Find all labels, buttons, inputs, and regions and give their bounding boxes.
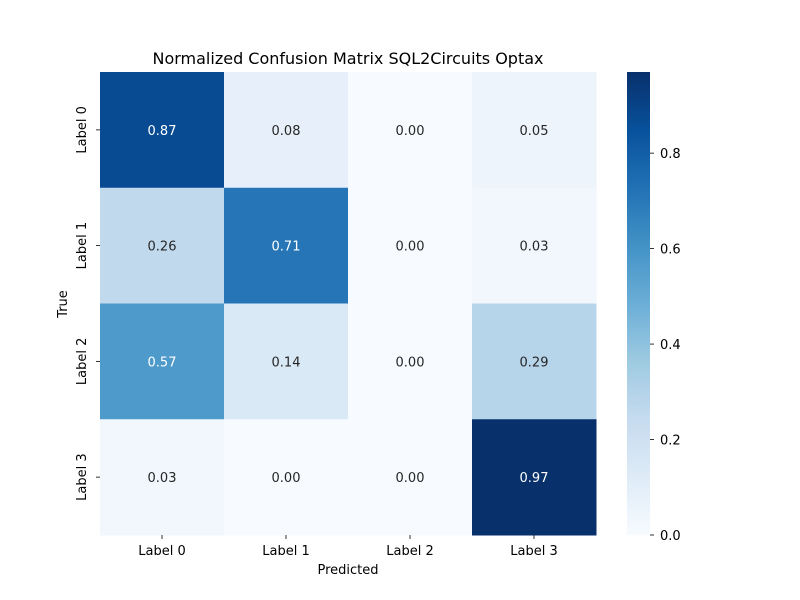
- cell-value-label: 0.03: [148, 471, 177, 486]
- heatmap-cell-labels: 0.87 0.08 0.00 0.05 0.26 0.71 0.00 0.03 0.57 0.14…: [148, 124, 549, 486]
- cell-value-label: 0.00: [272, 471, 301, 486]
- cell-value-label: 0.14: [272, 355, 301, 370]
- y-axis-label: True: [56, 290, 71, 319]
- heatmap-cell: [224, 303, 349, 420]
- y-tick-label: Label 0: [75, 106, 90, 153]
- cell-value-label: 0.00: [396, 124, 425, 139]
- y-axis: Label 0 Label 1 Label 2 Label 3: [75, 106, 100, 501]
- heatmap-cell: [348, 419, 473, 536]
- cell-value-label: 0.87: [148, 124, 177, 139]
- heatmap-cells: [100, 72, 597, 536]
- heatmap-cell: [348, 72, 473, 189]
- heatmap-cell: [100, 72, 225, 189]
- y-tick-label: Label 3: [75, 453, 90, 500]
- x-tick-label: Label 0: [138, 544, 185, 559]
- cell-value-label: 0.00: [396, 355, 425, 370]
- heatmap-cell: [472, 72, 597, 189]
- cell-value-label: 0.03: [520, 240, 549, 255]
- heatmap-cell: [100, 187, 225, 304]
- cell-value-label: 0.05: [520, 124, 549, 139]
- colorbar-tick-label: 0.8: [660, 147, 681, 162]
- x-axis-label: Predicted: [317, 563, 378, 578]
- heatmap-cell: [348, 187, 473, 304]
- cell-value-label: 0.08: [272, 124, 301, 139]
- heatmap-cell: [224, 72, 349, 189]
- colorbar-tick-label: 0.0: [660, 529, 681, 544]
- heatmap-cell: [224, 419, 349, 536]
- cell-value-label: 0.71: [272, 240, 301, 255]
- chart-title: Normalized Confusion Matrix SQL2Circuits…: [152, 49, 543, 68]
- cell-value-label: 0.26: [148, 240, 177, 255]
- heatmap-cell: [348, 303, 473, 420]
- colorbar-tick-label: 0.4: [660, 338, 681, 353]
- heatmap-cell: [472, 419, 597, 536]
- cell-value-label: 0.00: [396, 471, 425, 486]
- x-tick-label: Label 3: [510, 544, 557, 559]
- x-tick-label: Label 1: [262, 544, 309, 559]
- colorbar-ticks: 0.0 0.2 0.4 0.6 0.8: [650, 147, 681, 544]
- heatmap-cell: [472, 187, 597, 304]
- heatmap-cell: [100, 419, 225, 536]
- cell-value-label: 0.57: [148, 355, 177, 370]
- colorbar-tick-label: 0.6: [660, 243, 681, 258]
- y-tick-label: Label 2: [75, 338, 90, 385]
- colorbar: [627, 72, 650, 535]
- cell-value-label: 0.29: [520, 355, 549, 370]
- heatmap-cell: [224, 187, 349, 304]
- heatmap-cell: [472, 303, 597, 420]
- colorbar-tick-label: 0.2: [660, 434, 681, 449]
- heatmap-cell: [100, 303, 225, 420]
- x-tick-label: Label 2: [386, 544, 433, 559]
- y-tick-label: Label 1: [75, 222, 90, 269]
- cell-value-label: 0.97: [520, 471, 549, 486]
- x-axis: Label 0 Label 1 Label 2 Label 3: [138, 535, 558, 559]
- cell-value-label: 0.00: [396, 240, 425, 255]
